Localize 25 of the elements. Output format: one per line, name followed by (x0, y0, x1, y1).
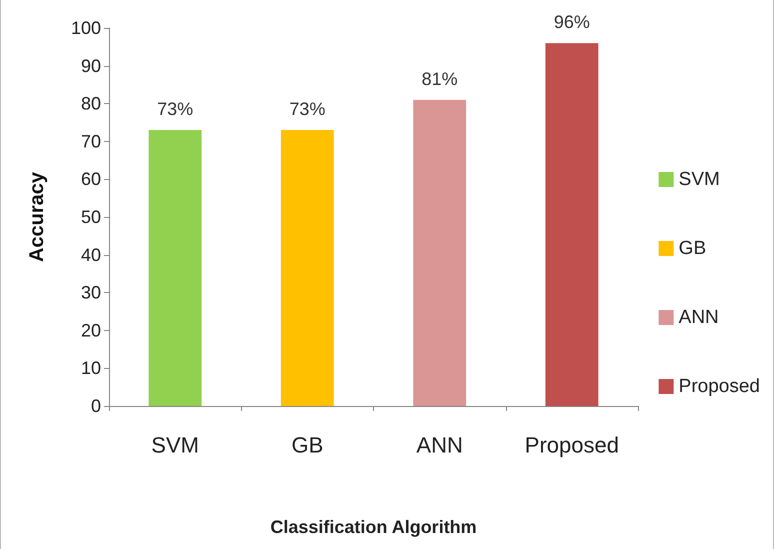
y-tick-label: 90 (80, 56, 101, 76)
y-tick-label: 20 (80, 320, 101, 340)
legend-label: ANN (678, 307, 719, 328)
y-tick-label: 60 (80, 169, 101, 190)
legend-label: Proposed (678, 376, 760, 397)
data-label: 81% (422, 68, 458, 89)
x-tick-label: Proposed (524, 432, 619, 458)
data-label: 73% (157, 99, 194, 120)
y-tick-label: 40 (80, 244, 101, 265)
y-tick-label: 80 (80, 94, 101, 114)
y-tick-label: 30 (80, 282, 101, 303)
y-tick-label: 50 (80, 207, 101, 227)
y-tick-label: 10 (80, 358, 101, 378)
x-axis-title: Classification Algorithm (270, 517, 477, 537)
y-tick-label: 0 (90, 396, 101, 416)
legend-label: GB (678, 238, 706, 259)
data-label: 73% (289, 99, 326, 120)
y-axis-title: Accuracy (26, 171, 48, 262)
x-tick-label: GB (291, 432, 324, 458)
y-tick-label: 100 (70, 18, 101, 38)
x-tick-label: SVM (151, 432, 199, 458)
data-label: 96% (554, 12, 590, 32)
legend-label: SVM (678, 169, 720, 190)
x-tick-label: ANN (416, 432, 463, 458)
y-tick-label: 70 (80, 131, 101, 152)
